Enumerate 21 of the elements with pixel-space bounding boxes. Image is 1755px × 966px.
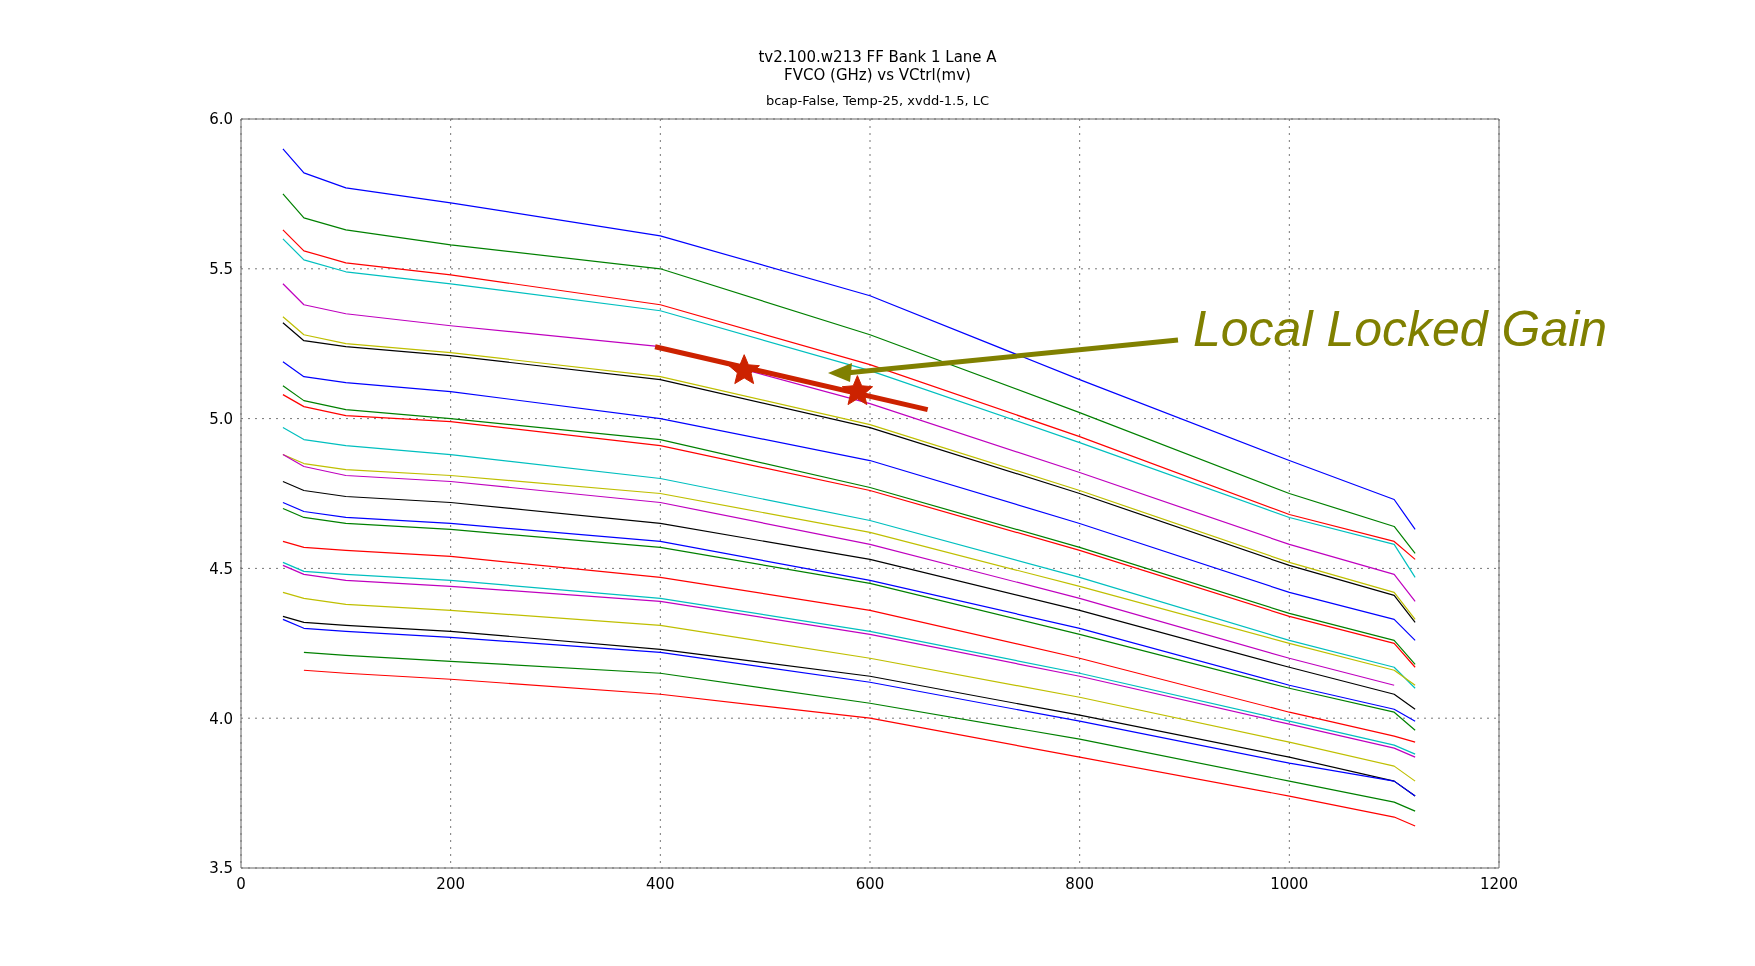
line-series <box>282 361 1416 641</box>
x-tick-label: 1200 <box>1479 874 1519 893</box>
y-tick-label: 4.0 <box>209 709 233 728</box>
line-series <box>282 540 1416 743</box>
x-tick-label: 600 <box>855 874 885 893</box>
x-tick-label: 0 <box>236 874 246 893</box>
line-series <box>282 591 1416 782</box>
y-tick-label: 4.5 <box>209 559 233 578</box>
line-series <box>303 669 1416 827</box>
y-tick-label: 5.0 <box>209 409 233 428</box>
x-tick-label: 800 <box>1065 874 1094 893</box>
x-tick-label: 1000 <box>1270 874 1309 893</box>
y-tick-label: 6.0 <box>209 110 233 129</box>
y-tick-label: 5.5 <box>209 260 233 279</box>
chart-title: tv2.100.w213 FF Bank 1 Lane A FVCO (GHz) vs VCtrl(mv) <box>757 48 998 84</box>
y-tick-label: 3.5 <box>209 859 233 878</box>
line-series <box>303 651 1416 812</box>
chart-subtitle: bcap-False, Temp-25, xvdd-1.5, LC <box>764 92 991 110</box>
x-tick-label: 200 <box>436 874 465 893</box>
x-tick-label: 400 <box>646 874 675 893</box>
annotation: Local Locked Gain <box>1193 301 1608 357</box>
